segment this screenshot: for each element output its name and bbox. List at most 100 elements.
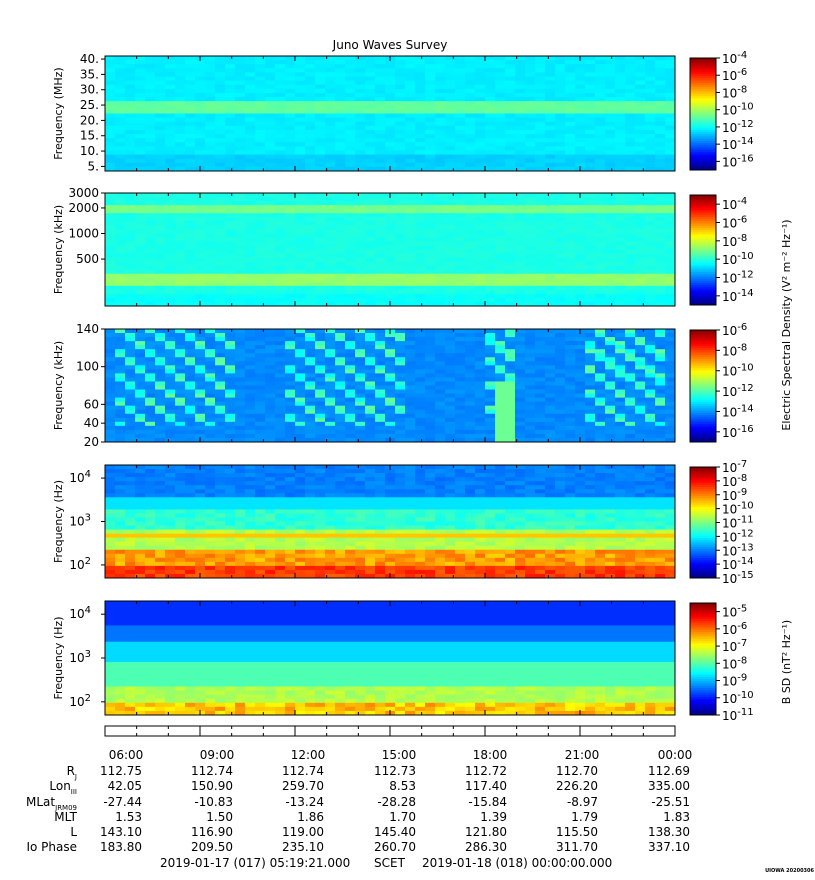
spectrogram-cell: [265, 56, 276, 61]
spectrogram-cell: [625, 381, 636, 386]
spectrogram-cell: [625, 253, 636, 258]
spectrogram-cell: [215, 97, 226, 102]
spectrogram-cell: [265, 88, 276, 94]
spectrogram-cell: [105, 289, 116, 295]
spectrogram-cell: [425, 245, 436, 250]
spectrogram-cell: [525, 201, 536, 206]
spectrogram-cell: [375, 405, 386, 411]
spectrogram-cell: [505, 349, 516, 354]
spectrogram-cell: [385, 281, 396, 287]
spectrogram-cell: [345, 425, 356, 431]
spectrogram-cell: [155, 117, 166, 123]
spectrogram-cell: [485, 405, 496, 411]
spectrogram-cell: [145, 92, 156, 98]
spectrogram-cell: [425, 125, 436, 131]
spectrogram-cell: [635, 166, 646, 172]
spectrogram-cell: [635, 261, 646, 267]
spectrogram-cell: [345, 101, 356, 106]
spectrogram-cell: [215, 134, 226, 139]
spectrogram-cell: [625, 329, 636, 334]
spectrogram-cell: [595, 369, 606, 374]
spectrogram-cell: [225, 385, 236, 390]
spectrogram-cell: [575, 281, 586, 287]
spectrogram-cell: [535, 72, 546, 77]
spectrogram-cell: [245, 245, 256, 250]
spectrogram-cell: [575, 357, 586, 362]
spectrogram-cell: [325, 333, 336, 338]
spectrogram-cell: [325, 97, 336, 102]
spectrogram-cell: [275, 209, 286, 214]
spectrogram-cell: [635, 249, 646, 254]
spectrogram-cell: [335, 205, 346, 210]
spectrogram-cell: [455, 365, 466, 370]
spectrogram-cell: [425, 233, 436, 238]
spectrogram-cell: [285, 76, 296, 82]
spectrogram-cell: [185, 97, 196, 102]
spectrogram-cell: [325, 261, 336, 267]
spectrogram-cell: [145, 329, 156, 334]
spectrogram-cell: [325, 80, 336, 86]
spectrogram-cell: [385, 241, 396, 246]
spectrogram-cell: [335, 197, 346, 202]
spectrogram-cell: [465, 377, 476, 382]
spectrogram-cell: [415, 289, 426, 295]
spectrogram-cell: [585, 369, 596, 374]
spectrogram-cell: [375, 421, 386, 427]
spectrogram-cell: [215, 72, 226, 77]
spectrogram-cell: [255, 162, 266, 168]
spectrogram-cell: [145, 121, 156, 127]
spectrogram-cell: [565, 417, 576, 423]
spectrogram-cell: [445, 365, 456, 370]
spectrogram-cell: [635, 289, 646, 295]
spectrogram-cell: [455, 249, 466, 254]
spectrogram-cell: [125, 56, 136, 61]
spectrogram-cell: [285, 253, 296, 258]
spectrogram-cell: [395, 109, 406, 114]
spectrogram-cell: [385, 293, 396, 299]
spectrogram-cell: [615, 229, 626, 234]
spectrogram-cell: [415, 349, 426, 354]
spectrogram-cell: [365, 265, 376, 271]
spectrogram-cell: [105, 533, 116, 539]
spectrogram-cell: [355, 56, 366, 61]
spectrogram-cell: [225, 429, 236, 435]
spectrogram-cell: [225, 369, 236, 374]
spectrogram-cell: [605, 409, 616, 415]
spectrogram-cell: [575, 233, 586, 238]
spectrogram-cell: [175, 138, 186, 143]
spectrogram-cell: [475, 64, 486, 69]
spectrogram-cell: [285, 241, 296, 246]
spectrogram-cell: [125, 353, 136, 358]
spectrogram-cell: [395, 361, 406, 366]
spectrogram-cell: [415, 88, 426, 94]
spectrogram-cell: [355, 213, 366, 218]
spectrogram-cell: [325, 241, 336, 246]
spectrogram-cell: [595, 349, 606, 354]
spectrogram-cell: [615, 349, 626, 354]
spectrogram-cell: [315, 142, 326, 147]
spectrogram-cell: [465, 64, 476, 69]
spectrogram-cell: [465, 413, 476, 419]
spectrogram-cell: [235, 409, 246, 415]
spectrogram-cell: [265, 129, 276, 135]
spectrogram-cell: [245, 257, 256, 263]
spectrogram-cell: [535, 213, 546, 218]
spectrogram-cell: [145, 297, 156, 303]
spectrogram-cell: [415, 134, 426, 139]
spectrogram-cell: [245, 225, 256, 230]
spectrogram-cell: [245, 285, 256, 291]
spectrogram-cell: [525, 425, 536, 431]
spectrogram-cell: [305, 353, 316, 358]
spectrogram-cell: [545, 92, 556, 98]
spectrogram-cell: [425, 225, 436, 230]
spectrogram-cell: [565, 253, 576, 258]
spectrogram-cell: [505, 393, 516, 399]
spectrogram-cell: [355, 329, 366, 334]
spectrogram-cell: [355, 301, 366, 307]
spectrogram-cell: [115, 146, 126, 151]
spectrogram-cell: [655, 345, 666, 350]
spectrogram-cell: [165, 80, 176, 86]
spectrogram-cell: [505, 341, 516, 346]
spectrogram-cell: [495, 401, 506, 407]
